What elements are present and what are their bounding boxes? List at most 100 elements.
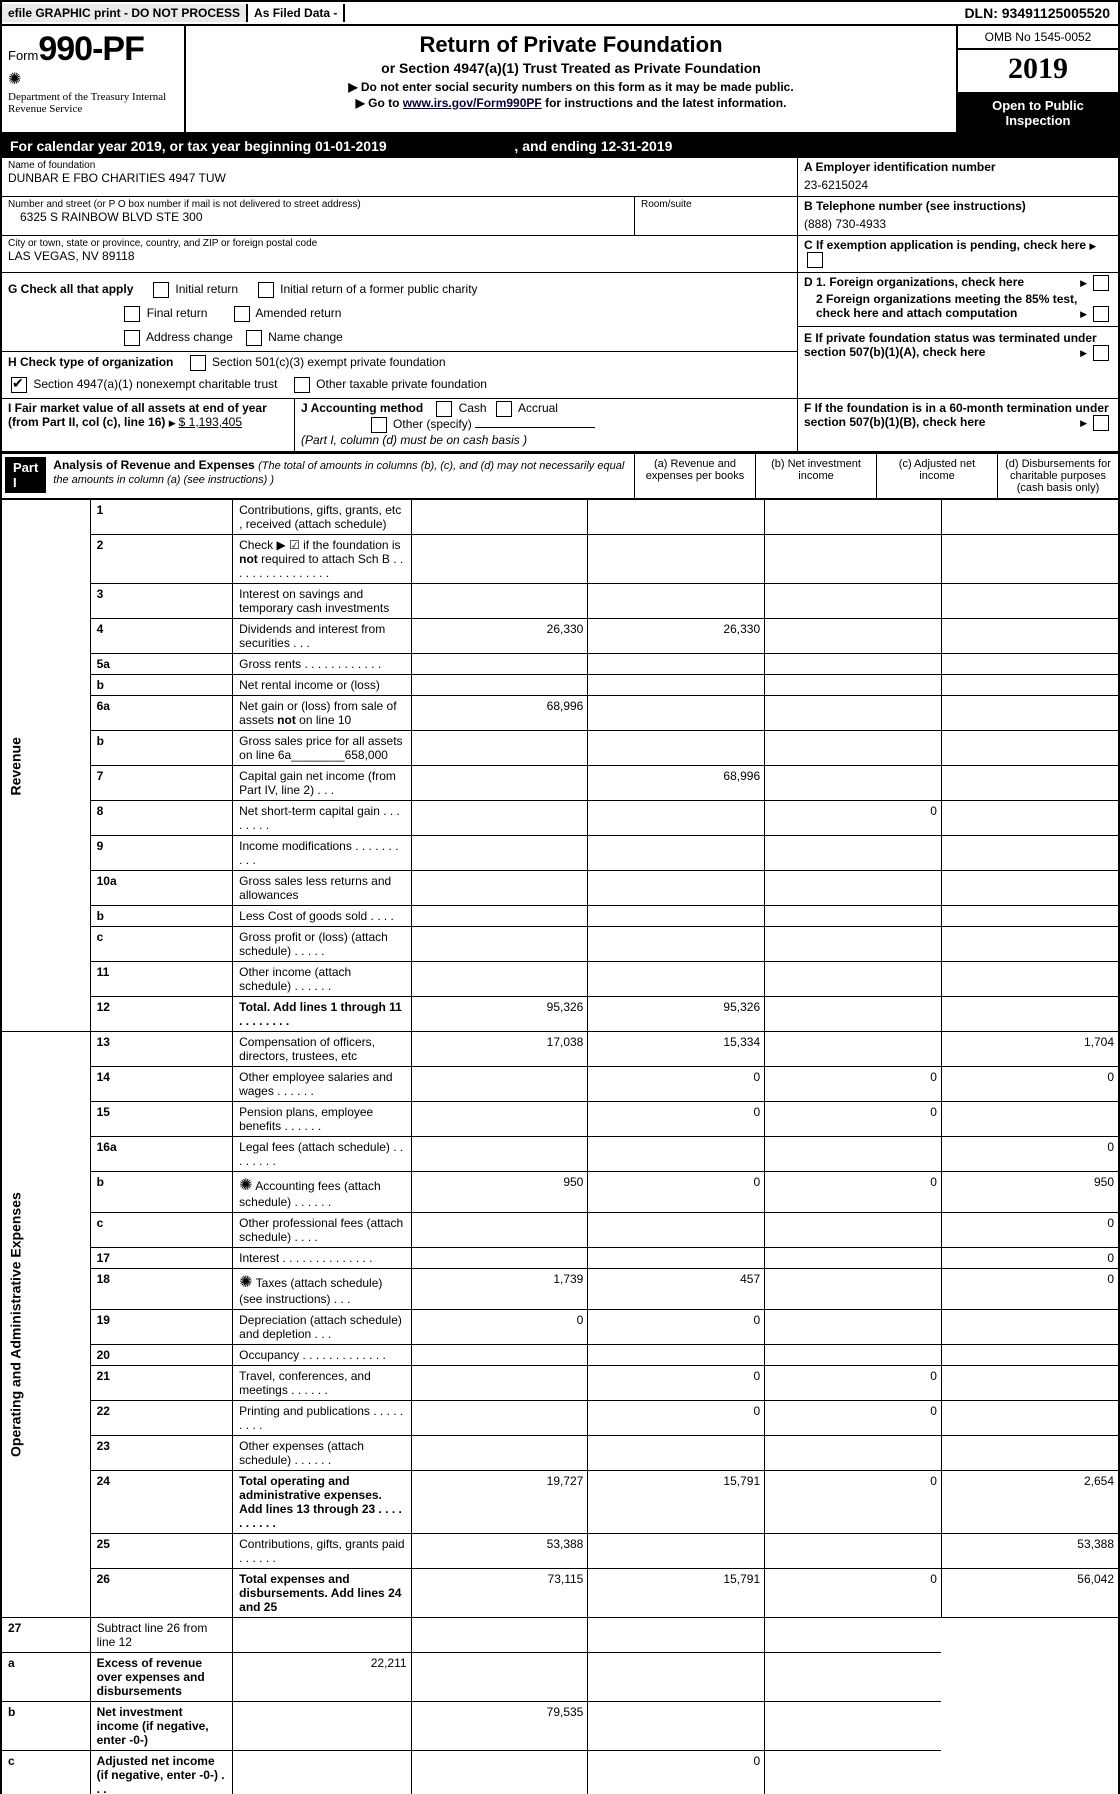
col-b-value: 457 [588,1269,765,1310]
col-a-value [411,1213,588,1248]
g-opt-1: Initial return of a former public charit… [280,282,477,296]
dln-label: DLN: [964,5,997,21]
line-label: Contributions, gifts, grants, etc , rece… [233,500,411,535]
col-c-value: 0 [765,1366,942,1401]
h-cb-4947[interactable] [11,377,27,393]
col-b-value [588,535,765,584]
col-d-value: 56,042 [941,1569,1119,1618]
line-label: Income modifications . . . . . . . . . . [233,836,411,871]
col-d-value [941,801,1119,836]
part1-title: Analysis of Revenue and Expenses [53,458,254,472]
col-a-value [233,1702,411,1751]
line-num: 20 [90,1345,233,1366]
d1-text: D 1. Foreign organizations, check here [804,275,1024,289]
col-c-value [588,1618,765,1653]
table-row: 24Total operating and administrative exp… [1,1471,1119,1534]
col-a-value [411,535,588,584]
ein-cell: A Employer identification number 23-6215… [798,158,1118,196]
h-cb-other[interactable] [294,377,310,393]
line-num: c [90,927,233,962]
j-cb-other[interactable] [371,417,387,433]
col-d-value [765,1618,942,1653]
form-number: Form990-PF [8,30,178,69]
col-c-value [765,654,942,675]
table-row: b✺ Accounting fees (attach schedule) . .… [1,1172,1119,1213]
col-d-value [941,500,1119,535]
g-cb-name[interactable] [246,330,262,346]
col-d-value [941,1366,1119,1401]
col-d-value [941,1102,1119,1137]
cal-t2: , and ending [514,138,600,154]
col-d-value [941,997,1119,1032]
line-label: Gross rents . . . . . . . . . . . . [233,654,411,675]
d1-arrow [1080,275,1090,289]
g-cb-initial[interactable] [153,282,169,298]
h-line1: H Check type of organization Section 501… [2,351,797,374]
omb: OMB No 1545-0052 [958,26,1118,50]
col-a-value [411,1345,588,1366]
col-c-value [765,535,942,584]
table-row: 4Dividends and interest from securities … [1,619,1119,654]
col-a-value [411,1401,588,1436]
ein-value: 23-6215024 [804,178,1112,192]
line-num: 26 [90,1569,233,1618]
col-c-value: 0 [765,1067,942,1102]
g-cb-amended[interactable] [234,306,250,322]
col-c-value [588,1702,765,1751]
city-label: City or town, state or province, country… [8,238,791,249]
g-cb-final[interactable] [124,306,140,322]
col-c-value [765,1213,942,1248]
col-b-value: 0 [588,1366,765,1401]
col-b-value [588,654,765,675]
col-d-value [941,619,1119,654]
attachment-icon[interactable]: ✺ [239,1274,252,1291]
line-label: Pension plans, employee benefits . . . .… [233,1102,411,1137]
table-row: 18✺ Taxes (attach schedule) (see instruc… [1,1269,1119,1310]
street-cell: Number and street (or P O box number if … [2,197,635,235]
line-label: Interest . . . . . . . . . . . . . . [233,1248,411,1269]
line-num: b [1,1702,90,1751]
h-label: H Check type of organization [8,355,173,369]
header-center: Return of Private Foundation or Section … [186,26,956,132]
d2-checkbox[interactable] [1093,306,1109,322]
col-c-value [765,696,942,731]
line-label: Total expenses and disbursements. Add li… [233,1569,411,1618]
attachment-icon[interactable]: ✺ [239,1177,252,1194]
col-b-value [588,836,765,871]
line-label: Net short-term capital gain . . . . . . … [233,801,411,836]
top-bar: efile GRAPHIC print - DO NOT PROCESS As … [0,0,1120,26]
col-b-value [588,675,765,696]
col-a-value: 19,727 [411,1471,588,1534]
col-a-head: (a) Revenue and expenses per books [634,454,755,498]
f-checkbox[interactable] [1093,415,1109,431]
line-label: Occupancy . . . . . . . . . . . . . [233,1345,411,1366]
col-b-value: 15,791 [588,1471,765,1534]
section-label: Revenue [1,500,90,1032]
col-a-value [411,1067,588,1102]
col-d-value [941,962,1119,997]
col-b-head: (b) Net investment income [755,454,876,498]
line-num: 27 [1,1618,90,1653]
c-checkbox[interactable] [807,252,823,268]
col-d-value [941,1401,1119,1436]
calendar-year-line: For calendar year 2019, or tax year begi… [0,134,1120,158]
irs-link[interactable]: www.irs.gov/Form990PF [403,96,542,110]
col-b-value: 0 [588,1172,765,1213]
g-opt-3: Amended return [255,306,341,320]
table-row: bNet rental income or (loss) [1,675,1119,696]
table-row: cOther professional fees (attach schedul… [1,1213,1119,1248]
line-num: 18 [90,1269,233,1310]
g-cb-address[interactable] [124,330,140,346]
d1-checkbox[interactable] [1093,275,1109,291]
g-cb-initial-former[interactable] [258,282,274,298]
foundation-name-cell: Name of foundation DUNBAR E FBO CHARITIE… [2,158,798,196]
j-cb-cash[interactable] [436,401,452,417]
header-right: OMB No 1545-0052 2019 Open to Public Ins… [956,26,1118,132]
h-cb-501c3[interactable] [190,355,206,371]
j-cb-accrual[interactable] [496,401,512,417]
line-num: 11 [90,962,233,997]
e-checkbox[interactable] [1093,345,1109,361]
line-num: 4 [90,619,233,654]
phone-cell: B Telephone number (see instructions) (8… [798,197,1118,235]
e-text: E If private foundation status was termi… [804,331,1097,359]
